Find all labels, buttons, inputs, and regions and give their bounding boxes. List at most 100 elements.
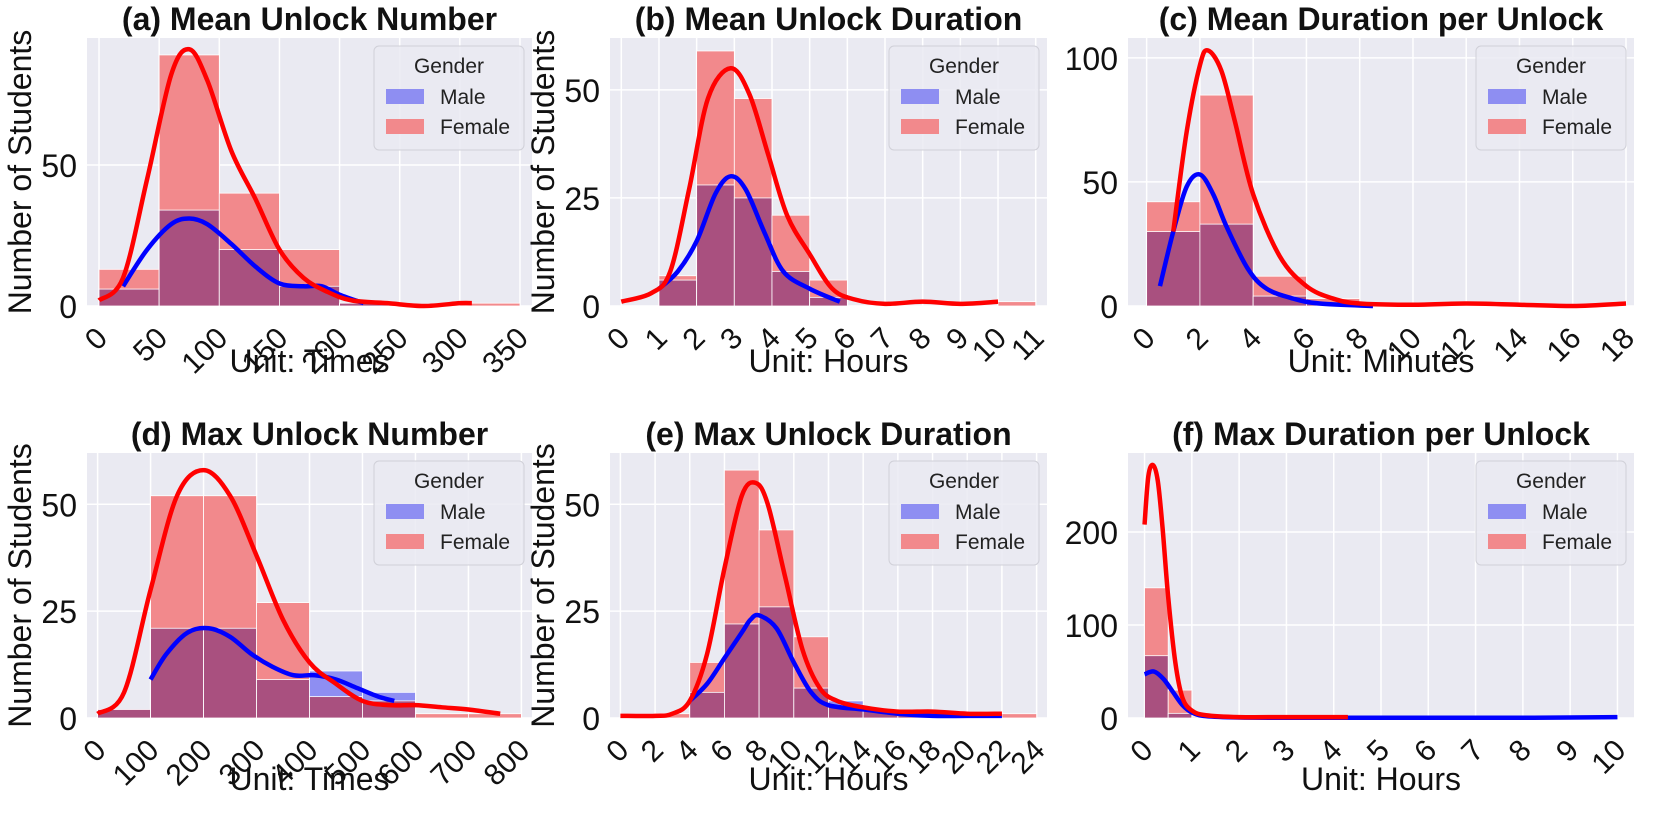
chart-title: (b) Mean Unlock Duration	[635, 1, 1023, 37]
female-kde-line	[620, 66, 999, 307]
x-tick-label: 0	[600, 734, 635, 769]
legend-male-swatch	[386, 89, 424, 104]
x-tick-label: 4	[670, 734, 705, 769]
x-tick-label: 2	[1180, 322, 1215, 357]
male-kde-line	[148, 625, 395, 704]
overlap-bar	[724, 623, 760, 719]
x-tick-label: 0	[79, 322, 114, 357]
x-tick-label: 0	[1126, 322, 1161, 357]
x-axis-label: Unit: Minutes	[1288, 343, 1475, 379]
y-tick-label: 50	[564, 487, 600, 523]
overlap-bar	[1144, 655, 1169, 719]
legend-male-swatch	[901, 89, 939, 104]
legend: Gender Male Female	[888, 45, 1040, 151]
legend-female-swatch	[901, 119, 939, 134]
legend-female-swatch	[1488, 534, 1526, 549]
legend-male-swatch	[1488, 504, 1526, 519]
legend-female-swatch	[386, 534, 424, 549]
x-tick-label: 3	[714, 322, 749, 357]
panel-d-max-unlock-number: (d) Max Unlock Number0255001002003004005…	[2, 416, 536, 797]
y-tick-label: 50	[1082, 165, 1118, 201]
x-tick-label: 9	[1550, 734, 1585, 769]
x-tick-label: 1	[1172, 734, 1207, 769]
x-tick-label: 24	[1005, 734, 1052, 781]
y-axis-label: Number of Students	[2, 443, 38, 728]
x-tick-label: 3	[1266, 734, 1301, 769]
y-tick-label: 25	[41, 594, 77, 630]
legend-male-label: Male	[955, 501, 1001, 524]
x-tick-label: 0	[77, 734, 112, 769]
y-tick-label: 0	[582, 701, 600, 737]
x-tick-label: 0	[1124, 734, 1159, 769]
legend-female-label: Female	[440, 531, 510, 554]
x-axis-label: Unit: Times	[229, 343, 389, 379]
female-kde-line	[1142, 462, 1348, 720]
y-tick-label: 25	[564, 594, 600, 630]
legend-title: Gender	[929, 470, 999, 493]
chart-title: (e) Max Unlock Duration	[645, 416, 1011, 452]
x-tick-label: 100	[107, 734, 166, 793]
overlap-bar	[203, 627, 257, 719]
overlap-bar	[733, 197, 773, 307]
y-tick-label: 0	[1100, 701, 1118, 737]
legend-female-swatch	[386, 119, 424, 134]
y-tick-label: 25	[564, 181, 600, 217]
legend-title: Gender	[1516, 55, 1586, 78]
chart-title: (f) Max Duration per Unlock	[1172, 416, 1590, 452]
male-kde-line	[1157, 172, 1374, 309]
y-tick-label: 50	[564, 73, 600, 109]
legend-title: Gender	[1516, 470, 1586, 493]
y-tick-label: 200	[1065, 515, 1118, 551]
x-tick-label: 9	[940, 322, 975, 357]
x-tick-label: 300	[416, 322, 475, 381]
legend-female-label: Female	[1542, 531, 1612, 554]
legend-title: Gender	[414, 470, 484, 493]
x-tick-label: 100	[176, 322, 235, 381]
legend-male-label: Male	[440, 501, 486, 524]
x-tick-label: 11	[1005, 322, 1050, 367]
legend-male-swatch	[901, 504, 939, 519]
female-kde-line	[97, 46, 472, 309]
y-tick-label: 100	[1065, 608, 1118, 644]
legend-title: Gender	[929, 55, 999, 78]
x-tick-label: 8	[1503, 734, 1538, 769]
legend-female-label: Female	[1542, 116, 1612, 139]
x-tick-label: 2	[676, 322, 711, 357]
x-axis-label: Unit: Hours	[748, 761, 908, 797]
y-axis-label: Number of Students	[2, 30, 38, 315]
y-tick-label: 0	[59, 289, 77, 325]
legend-male-label: Male	[955, 86, 1001, 109]
chart-title: (c) Mean Duration per Unlock	[1159, 1, 1604, 37]
x-axis-label: Unit: Hours	[748, 343, 908, 379]
x-tick-label: 6	[704, 734, 739, 769]
overlap-bar	[309, 696, 363, 719]
legend-male-swatch	[386, 504, 424, 519]
legend-female-swatch	[901, 534, 939, 549]
x-tick-label: 0	[601, 322, 636, 357]
x-tick-label: 14	[1487, 322, 1534, 369]
legend-male-label: Male	[1542, 501, 1588, 524]
x-tick-label: 16	[1541, 322, 1588, 369]
overlap-bar	[1146, 231, 1201, 307]
y-tick-label: 0	[582, 289, 600, 325]
chart-title: (d) Max Unlock Number	[131, 416, 488, 452]
legend: Gender Male Female	[373, 45, 525, 151]
legend-title: Gender	[414, 55, 484, 78]
y-tick-label: 100	[1065, 41, 1118, 77]
female-bar	[415, 713, 469, 719]
male-kde-line	[688, 612, 1002, 719]
overlap-bar	[1167, 712, 1193, 719]
chart-title: (a) Mean Unlock Number	[122, 1, 497, 37]
x-tick-label: 50	[127, 322, 174, 369]
legend: Gender Male Female	[1475, 45, 1627, 151]
legend-female-label: Female	[955, 531, 1025, 554]
x-tick-label: 10	[1585, 734, 1632, 781]
legend-male-label: Male	[440, 86, 486, 109]
legend-female-label: Female	[440, 116, 510, 139]
legend: Gender Male Female	[373, 460, 525, 566]
